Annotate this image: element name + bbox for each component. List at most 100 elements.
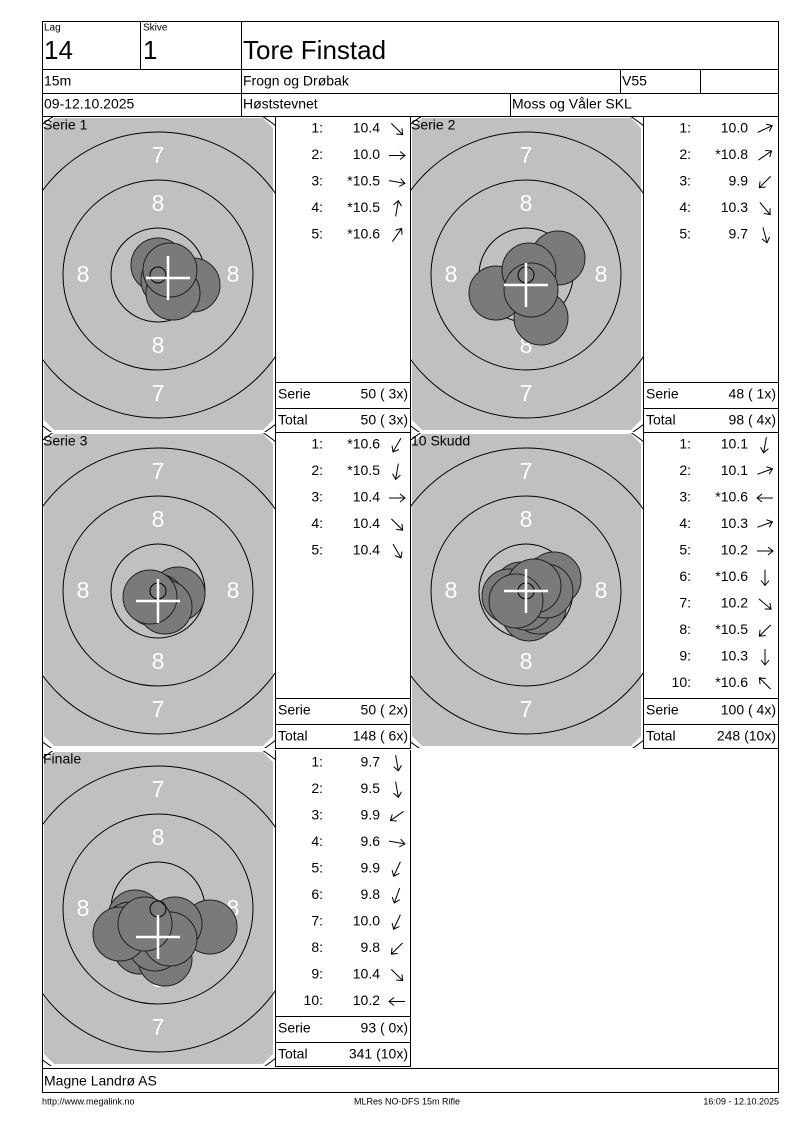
arrow-shape xyxy=(760,649,770,666)
ring xyxy=(62,813,254,1005)
shot-number: 6: xyxy=(311,886,323,902)
direction-arrow xyxy=(391,861,401,877)
direction-arrow xyxy=(760,569,770,587)
ring-label: 7 xyxy=(152,1014,165,1040)
ring-label: 8 xyxy=(520,506,533,532)
direction-arrow xyxy=(391,437,402,453)
ring-label: 7 xyxy=(152,696,165,722)
ring xyxy=(430,495,622,687)
arrow-shape xyxy=(757,123,773,133)
arrow-shape xyxy=(757,546,774,556)
shot-number: 6: xyxy=(679,568,691,584)
shot-score: *10.5 xyxy=(347,199,380,215)
total-label: Total xyxy=(278,1046,308,1062)
direction-arrow xyxy=(393,199,402,217)
shot-score: 10.3 xyxy=(721,515,748,531)
serie-value: 50 ( 2x) xyxy=(361,702,408,718)
shot-score: 9.8 xyxy=(361,939,381,955)
shot-score: *10.5 xyxy=(347,173,380,189)
organizer: Moss og Våler SKL xyxy=(512,96,632,112)
ring-label: 7 xyxy=(520,458,533,484)
shot-score: *10.8 xyxy=(715,146,748,162)
direction-arrow xyxy=(758,598,772,610)
total-value: 98 ( 4x) xyxy=(729,412,776,428)
arrow-shape xyxy=(760,437,769,454)
arrow-shape xyxy=(757,466,774,475)
arrow-shape xyxy=(390,122,404,136)
shot-score: *10.5 xyxy=(347,462,380,478)
shot-score: 9.9 xyxy=(361,807,381,823)
shot-number: 9: xyxy=(679,648,691,664)
panels: 7 7 8 8 8 8 Serie 1 1: 10.4 2: 10.0 3: *10.5 4: *10.5 5… xyxy=(43,116,779,1067)
direction-arrow xyxy=(391,914,401,930)
shot-number: 1: xyxy=(679,436,691,452)
target: 7 7 8 8 8 8 xyxy=(43,433,275,748)
shot-score: 9.9 xyxy=(361,860,381,876)
shot-number: 2: xyxy=(311,462,323,478)
shot-number: 10: xyxy=(672,674,691,690)
direction-arrow xyxy=(758,150,773,161)
serie-value: 93 ( 0x) xyxy=(361,1020,408,1036)
shot-score: 10.2 xyxy=(721,595,748,611)
direction-arrow xyxy=(388,997,405,1006)
ring-label: 8 xyxy=(227,261,240,287)
shot-number: 4: xyxy=(679,515,691,531)
shot-number: 1: xyxy=(311,120,323,136)
date: 09-12.10.2025 xyxy=(44,96,135,112)
ring-label: 8 xyxy=(77,895,90,921)
timestamp: 16:09 - 12.10.2025 xyxy=(703,1096,779,1106)
shot-score: 10.4 xyxy=(353,542,380,558)
shot-score: 9.5 xyxy=(361,780,381,796)
direction-arrow xyxy=(757,466,774,475)
direction-arrow xyxy=(389,178,406,187)
shot-number: 2: xyxy=(679,462,691,478)
shot-score: 10.0 xyxy=(353,146,380,162)
class: V55 xyxy=(622,73,647,89)
shot-score: *10.6 xyxy=(715,568,748,584)
direction-arrow xyxy=(758,175,772,189)
arrow-shape xyxy=(391,887,401,904)
ring xyxy=(43,131,275,419)
panel: 7 7 8 8 8 8 10 Skudd 1: 10.1 2: 10.1 3: *10.6 4: 10.3 5… xyxy=(411,432,779,749)
arrow-shape xyxy=(388,997,405,1006)
arrow-shape xyxy=(757,519,774,528)
ring-label: 8 xyxy=(77,261,90,287)
ring-label: 8 xyxy=(152,506,165,532)
arrow-shape xyxy=(389,178,406,187)
shot-score: *10.6 xyxy=(347,226,380,242)
direction-arrow xyxy=(393,781,402,799)
total-value: 248 (10x) xyxy=(717,728,776,744)
arrow-shape xyxy=(393,199,402,217)
panel-title: 10 Skudd xyxy=(411,433,470,449)
direction-arrow xyxy=(390,518,404,531)
ring-label: 8 xyxy=(445,577,458,603)
arrow-shape xyxy=(390,518,404,531)
serie-label: Serie xyxy=(646,386,679,402)
total-value: 341 (10x) xyxy=(349,1046,408,1062)
arrow-shape xyxy=(393,755,402,772)
ring xyxy=(62,179,254,371)
shot-number: 5: xyxy=(311,860,323,876)
url: http://www.megalink.no xyxy=(42,1096,135,1106)
ring-label: 8 xyxy=(595,261,608,287)
serie-label: Serie xyxy=(278,702,311,718)
arrow-shape xyxy=(760,569,770,587)
target: 7 7 8 8 8 8 xyxy=(411,433,643,748)
shot-number: 5: xyxy=(311,542,323,558)
lag-label: Lag xyxy=(44,23,61,34)
direction-arrow xyxy=(761,227,771,244)
shot-score: 10.2 xyxy=(353,992,380,1008)
ring-label: 8 xyxy=(520,190,533,216)
shot-score: 10.4 xyxy=(353,966,380,982)
ring xyxy=(43,447,275,735)
ring-label: 7 xyxy=(152,458,165,484)
shot-score: 10.4 xyxy=(353,489,380,505)
shot-number: 2: xyxy=(311,146,323,162)
panel-title: Serie 2 xyxy=(411,117,456,133)
shot-score: 9.8 xyxy=(361,886,381,902)
club: Frogn og Drøbak xyxy=(243,73,350,89)
panel-title: Finale xyxy=(43,751,81,767)
arrow-shape xyxy=(758,598,772,610)
ring-label: 8 xyxy=(152,648,165,674)
